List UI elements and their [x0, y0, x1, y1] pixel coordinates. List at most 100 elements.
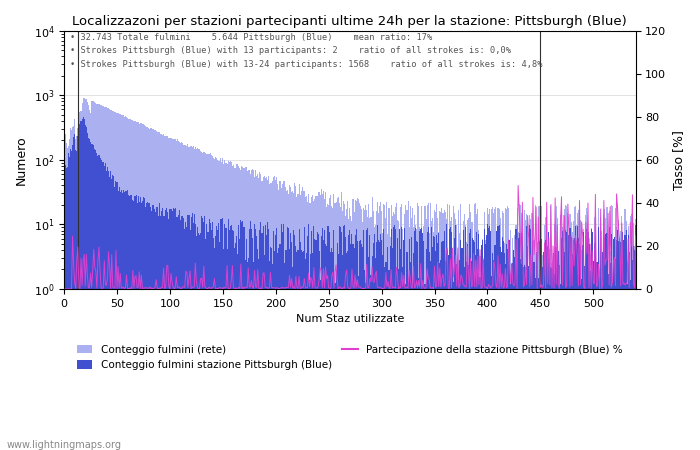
Bar — [622, 232, 624, 450]
Bar — [94, 149, 95, 450]
Bar — [104, 166, 105, 450]
Bar — [380, 202, 381, 450]
Bar — [556, 218, 558, 450]
Bar — [72, 127, 73, 450]
Bar — [246, 262, 248, 450]
Bar — [94, 102, 95, 450]
Bar — [320, 194, 321, 450]
Bar — [396, 268, 397, 450]
Bar — [335, 202, 337, 450]
Bar — [416, 241, 417, 450]
Bar — [633, 246, 634, 450]
Bar — [573, 221, 574, 450]
Bar — [329, 198, 330, 450]
Bar — [322, 228, 323, 450]
Bar — [88, 105, 89, 450]
Bar — [169, 209, 171, 450]
Bar — [73, 137, 74, 450]
Bar — [500, 252, 502, 450]
Bar — [387, 247, 388, 450]
Bar — [298, 230, 300, 450]
Bar — [330, 252, 331, 450]
Bar — [136, 203, 138, 450]
Bar — [393, 212, 394, 450]
Bar — [433, 232, 434, 450]
Bar — [214, 248, 215, 450]
Bar — [101, 105, 102, 450]
Bar — [583, 232, 584, 450]
Bar — [230, 226, 231, 450]
Bar — [394, 214, 395, 450]
Bar — [91, 144, 92, 450]
Bar — [69, 157, 70, 450]
Bar — [428, 252, 430, 450]
Bar — [618, 220, 620, 450]
Bar — [545, 240, 546, 450]
Bar — [515, 225, 517, 450]
Bar — [455, 225, 456, 450]
Bar — [541, 206, 542, 450]
Bar — [589, 270, 591, 450]
Bar — [239, 168, 240, 450]
Bar — [510, 284, 511, 450]
Bar — [70, 148, 71, 450]
Bar — [475, 203, 476, 450]
Bar — [221, 162, 223, 450]
Bar — [321, 189, 322, 450]
Bar — [114, 187, 116, 450]
Bar — [177, 217, 178, 450]
Bar — [310, 202, 312, 450]
Bar — [362, 247, 363, 450]
Bar — [172, 139, 173, 450]
Bar — [323, 190, 324, 450]
Bar — [86, 127, 87, 450]
Bar — [391, 216, 393, 450]
Bar — [397, 220, 398, 450]
Bar — [112, 111, 113, 450]
Bar — [166, 208, 167, 450]
Bar — [279, 244, 281, 450]
Bar — [127, 118, 128, 450]
Bar — [307, 236, 308, 450]
Bar — [566, 206, 567, 450]
Bar — [127, 190, 128, 450]
Bar — [111, 179, 112, 450]
Bar — [86, 99, 87, 450]
Bar — [403, 240, 405, 450]
Bar — [142, 124, 143, 450]
Bar — [536, 252, 537, 450]
Bar — [287, 190, 288, 450]
Bar — [231, 225, 232, 450]
Bar — [111, 110, 112, 450]
Bar — [220, 158, 221, 450]
Bar — [113, 176, 114, 450]
Bar — [232, 166, 233, 450]
Bar — [456, 264, 457, 450]
Bar — [617, 205, 618, 450]
Bar — [161, 212, 162, 450]
Bar — [143, 197, 144, 450]
Bar — [271, 248, 272, 450]
Bar — [602, 252, 603, 450]
Bar — [165, 210, 166, 450]
Bar — [620, 231, 622, 450]
Bar — [252, 238, 253, 450]
Bar — [393, 227, 394, 450]
Bar — [81, 119, 83, 450]
Bar — [302, 251, 304, 450]
Bar — [490, 231, 491, 450]
Bar — [211, 222, 213, 450]
Bar — [339, 226, 340, 450]
Bar — [125, 116, 126, 450]
Bar — [258, 179, 260, 450]
Bar — [103, 162, 104, 450]
Bar — [364, 211, 365, 450]
Bar — [236, 236, 237, 450]
Bar — [473, 240, 474, 450]
Bar — [440, 260, 442, 450]
Bar — [309, 280, 310, 450]
Bar — [164, 216, 165, 450]
Bar — [510, 230, 511, 450]
Bar — [316, 232, 318, 450]
Bar — [432, 247, 433, 450]
